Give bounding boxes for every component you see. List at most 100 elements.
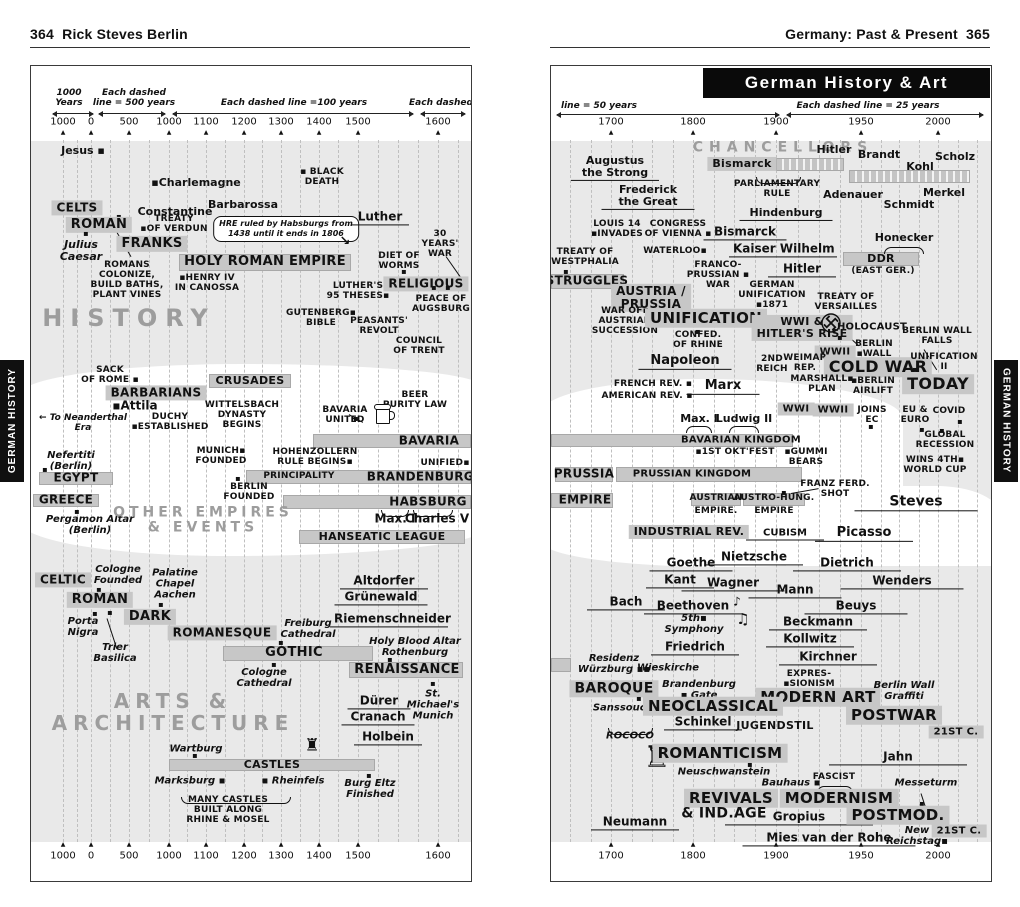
berlin-airlift-label: ▪BERLIN AIRLIFT — [850, 376, 896, 396]
timeline-bar — [551, 658, 571, 672]
axis-tick-label: 1200 — [231, 116, 257, 128]
axis-tick: ▲ — [690, 841, 696, 848]
2nd-reich-label: 2ND REICH — [756, 354, 788, 374]
nefertiti-berlin-label: Nefertiti (Berlin) — [47, 450, 95, 472]
picasso-label: Picasso — [815, 525, 913, 543]
axis-tick: ▲ — [355, 129, 361, 136]
gr-newald-label: Grünewald — [334, 590, 428, 606]
gridline — [63, 140, 64, 842]
axis-tick: ▲ — [278, 129, 284, 136]
each-dashed-line-25-years-label: Each dashed line = 25 years — [796, 101, 940, 112]
honecker-label: Honecker — [874, 230, 934, 244]
gridline — [819, 140, 820, 842]
cologne-founded-label: Cologne Founded — [93, 564, 143, 586]
event-marker: ▪ — [781, 488, 787, 497]
axis-tick-label: 1000 — [156, 116, 182, 128]
swastika-icon — [821, 313, 841, 333]
crusades-label: CRUSADES — [215, 373, 285, 387]
gridline — [652, 140, 653, 842]
gridline — [438, 140, 439, 842]
axis-tick-label: 1600 — [425, 116, 451, 128]
axis-tick-label: 1000 — [156, 850, 182, 862]
berlin-wall-graffiti-label: Berlin Wall Graffiti — [873, 680, 935, 702]
new-reichstag-label: New Reichstag▪ — [886, 825, 948, 847]
beer-mug-icon — [374, 404, 395, 424]
axis-tick: ▲ — [126, 129, 132, 136]
freiburg-cathedral-label: Freiburg Cathedral — [280, 618, 336, 640]
each-dashed-line-500-years-label: Each dashed line = 500 years — [92, 88, 176, 108]
axis-tick: ▲ — [858, 129, 864, 136]
kant-label: Kant — [646, 573, 714, 589]
east-ger-label: (EAST GER.) — [851, 266, 915, 277]
axis-tick-label: 500 — [119, 850, 139, 862]
left-page-header: 364 Rick Steves Berlin — [30, 26, 188, 42]
gridline — [570, 140, 571, 842]
barbarossa-label: Barbarossa — [207, 197, 279, 211]
brandenburg-label: BRANDENBURG- — [366, 469, 472, 484]
war-of-austrian-succession-label: WAR OF▪ AUSTRIAN SUCCESSION — [591, 306, 659, 336]
30-years-war-label: 30 YEARS' WAR — [421, 229, 459, 259]
event-marker: ▪ — [939, 426, 945, 435]
julius-caesar-label: Julius Caesar — [59, 237, 103, 263]
bach-label: Bach — [587, 595, 665, 611]
gridline — [91, 140, 92, 842]
timeline-bar — [169, 759, 375, 771]
parliamentary-rule-label: PARLIAMENTARY RULE — [733, 179, 821, 199]
peasants-revolt-label: PEASANTS' REVOLT — [350, 316, 408, 336]
struggles-label: STRUGGLES — [550, 273, 629, 288]
roman-label: ROMAN — [65, 216, 133, 234]
gridline — [591, 140, 592, 842]
axis-tick-label: 1800 — [680, 116, 706, 128]
axis-tick: ▲ — [858, 841, 864, 848]
event-marker: ▪ — [366, 771, 372, 780]
empire-label: EMPIRE — [558, 492, 612, 507]
axis-tick: ▲ — [690, 129, 696, 136]
luther-s-95-theses-label: LUTHER'S 95 THESES▪ — [326, 281, 390, 301]
hanseatic-league-label: HANSEATIC LEAGUE — [318, 529, 446, 543]
marshall-plan-label: MARSHALL▪ PLAN — [790, 374, 854, 394]
holy-roman-empire-label: HOLY ROMAN EMPIRE — [184, 253, 346, 269]
gridline — [206, 140, 207, 842]
axis-tick-label: 2000 — [925, 850, 951, 862]
gothic-label: GOTHIC — [265, 644, 323, 660]
axis-tick: ▲ — [60, 129, 66, 136]
hohenzollern-rule-begins-label: HOHENZOLLERN RULE BEGINS▪ — [272, 447, 358, 467]
kirchner-label: Kirchner — [779, 650, 877, 666]
principality-label: PRINCIPALITY — [263, 471, 335, 482]
dietrich-label: Dietrich — [793, 556, 901, 572]
steves-label: Steves — [854, 493, 978, 512]
gridline — [776, 140, 777, 842]
event-marker: ▪ — [116, 213, 121, 221]
left-header-rule — [30, 47, 470, 48]
riemenschneider-label: Riemenschneider — [330, 612, 451, 628]
marx-label: Marx — [686, 378, 760, 396]
gridline — [225, 140, 226, 842]
brandenburg-gate-label: Brandenburg ▪ Gate — [662, 679, 736, 701]
many-castles-built-along-rhine-label: MANY CASTLES BUILT ALONG RHINE & MOSEL — [186, 795, 270, 825]
cranach-label: Cranach — [341, 710, 415, 726]
constantine-label: Constantine — [137, 204, 213, 218]
event-marker: ▪ — [42, 465, 48, 474]
augustus-the-strong-label: Augustus the Strong — [571, 154, 659, 182]
event-marker: ▪ — [912, 365, 918, 374]
waterloo-label: WATERLOO▪ — [643, 246, 707, 257]
charles-v-label: Charles V — [404, 511, 470, 526]
modern-art-label: MODERN ART — [755, 687, 881, 707]
joins-ec-label: JOINS EC — [857, 405, 887, 425]
neuschwanstein-label: Neuschwanstein — [677, 766, 771, 778]
axis-tick: ▲ — [203, 841, 209, 848]
global-recession-label: GLOBAL RECESSION — [915, 430, 975, 450]
schmidt-label: Schmidt — [883, 197, 935, 211]
max-i-label: Max. I — [680, 411, 718, 425]
timeline-bar — [223, 646, 373, 661]
gridline — [398, 140, 399, 842]
wittelsbach-dynasty-begins-label: WITTELSBACH DYNASTY BEGINS — [204, 400, 280, 430]
axis-tick: ▲ — [608, 841, 614, 848]
gridline — [129, 140, 130, 842]
gridline — [77, 140, 78, 842]
d-rer-label: Dürer — [347, 694, 411, 710]
event-marker: ▪ — [919, 799, 925, 808]
treaty-of-versailles-label: TREATY OF VERSAILLES — [814, 292, 878, 312]
axis-tick-label: 1500 — [345, 850, 371, 862]
holbein-label: Holbein — [354, 730, 422, 746]
